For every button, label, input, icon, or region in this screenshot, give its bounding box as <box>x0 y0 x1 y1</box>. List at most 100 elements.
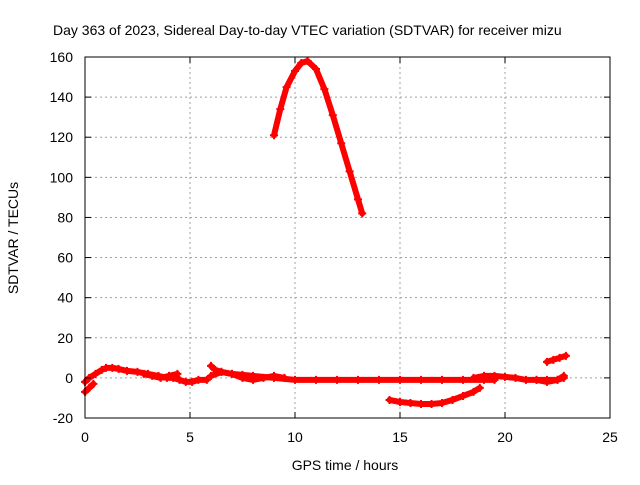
data-point <box>282 83 291 92</box>
data-layer <box>81 57 570 408</box>
data-point <box>559 373 568 382</box>
data-point <box>280 373 289 382</box>
data-point <box>228 369 236 378</box>
data-point <box>417 399 425 408</box>
data-point <box>89 379 98 388</box>
data-point <box>312 65 320 74</box>
data-point <box>249 375 257 384</box>
data-point <box>108 363 117 372</box>
plot-frame <box>84 56 611 419</box>
y-tick-label: 80 <box>57 209 73 225</box>
data-point <box>238 373 247 382</box>
data-point <box>459 375 467 384</box>
data-point <box>291 67 299 76</box>
data-point <box>165 371 173 380</box>
data-point <box>469 373 478 382</box>
data-point <box>188 377 197 386</box>
y-tick-label: 160 <box>50 49 74 65</box>
data-point <box>354 375 362 384</box>
data-point <box>303 57 312 66</box>
series-arc-9 <box>532 373 568 386</box>
x-tick-label: 5 <box>186 429 194 445</box>
data-point <box>139 369 148 378</box>
series-arc-7 <box>385 383 484 408</box>
data-point <box>123 366 131 375</box>
data-point <box>448 395 457 404</box>
data-point <box>543 357 551 366</box>
data-point <box>333 375 341 384</box>
data-point <box>438 398 446 407</box>
data-point <box>385 395 394 404</box>
data-point <box>561 351 570 360</box>
series-arc-10 <box>543 351 570 366</box>
data-point <box>207 371 215 380</box>
x-tick-label: 25 <box>602 429 618 445</box>
data-point <box>511 373 520 382</box>
x-tick-labels: 0 5 10 15 20 25 <box>81 429 618 445</box>
data-point <box>85 383 94 392</box>
data-point <box>97 365 106 374</box>
data-point <box>133 367 142 376</box>
data-point <box>396 397 404 406</box>
data-point <box>312 375 320 384</box>
data-point <box>459 391 467 400</box>
data-point <box>259 373 268 382</box>
data-point <box>501 372 509 381</box>
data-point <box>337 139 346 148</box>
series-arc-1 <box>81 363 211 386</box>
tick-layer <box>84 56 611 419</box>
data-point <box>543 377 551 386</box>
data-point <box>480 371 488 380</box>
chart-title: Day 363 of 2023, Sidereal Day-to-day VTE… <box>53 22 562 38</box>
data-point <box>375 375 383 384</box>
data-point <box>270 371 278 380</box>
y-tick-label: 140 <box>50 89 74 105</box>
data-point <box>207 361 215 370</box>
y-tick-label: 100 <box>50 169 74 185</box>
data-point <box>194 375 203 384</box>
data-point <box>438 375 446 384</box>
data-point <box>354 195 362 204</box>
series-arc-3 <box>139 369 182 382</box>
data-point <box>114 364 123 373</box>
x-tick-label: 20 <box>497 429 513 445</box>
data-point <box>345 167 354 176</box>
grid-layer <box>85 57 610 418</box>
data-point <box>328 111 337 120</box>
data-point <box>396 375 404 384</box>
y-tick-label: 40 <box>57 290 73 306</box>
data-point <box>358 209 367 218</box>
data-point <box>532 375 541 384</box>
data-point <box>291 375 299 384</box>
data-point <box>297 59 306 68</box>
data-point <box>469 387 478 396</box>
data-point <box>148 371 157 380</box>
y-tick-label: 20 <box>57 330 73 346</box>
series-line <box>386 384 483 407</box>
series-arc-5 <box>207 367 289 384</box>
y-tick-label: 0 <box>65 370 73 386</box>
x-tick-label: 0 <box>81 429 89 445</box>
data-point <box>475 383 484 392</box>
data-point <box>417 375 425 384</box>
data-point <box>276 105 285 114</box>
y-tick-label: 120 <box>50 129 74 145</box>
data-point <box>91 369 100 378</box>
y-tick-labels: -20 0 20 40 60 80 100 120 140 160 <box>50 49 74 426</box>
series-arc-6 <box>270 57 367 218</box>
data-point <box>217 367 226 376</box>
data-point <box>156 373 165 382</box>
data-point <box>202 375 211 384</box>
data-point <box>553 375 562 384</box>
data-point <box>522 375 530 384</box>
data-point <box>175 375 184 384</box>
y-tick-label: 60 <box>57 250 73 266</box>
data-point <box>406 398 415 407</box>
data-point <box>427 399 436 408</box>
y-tick-label: -20 <box>53 410 73 426</box>
data-point <box>555 353 564 362</box>
data-point <box>490 371 499 380</box>
data-point <box>549 355 558 364</box>
